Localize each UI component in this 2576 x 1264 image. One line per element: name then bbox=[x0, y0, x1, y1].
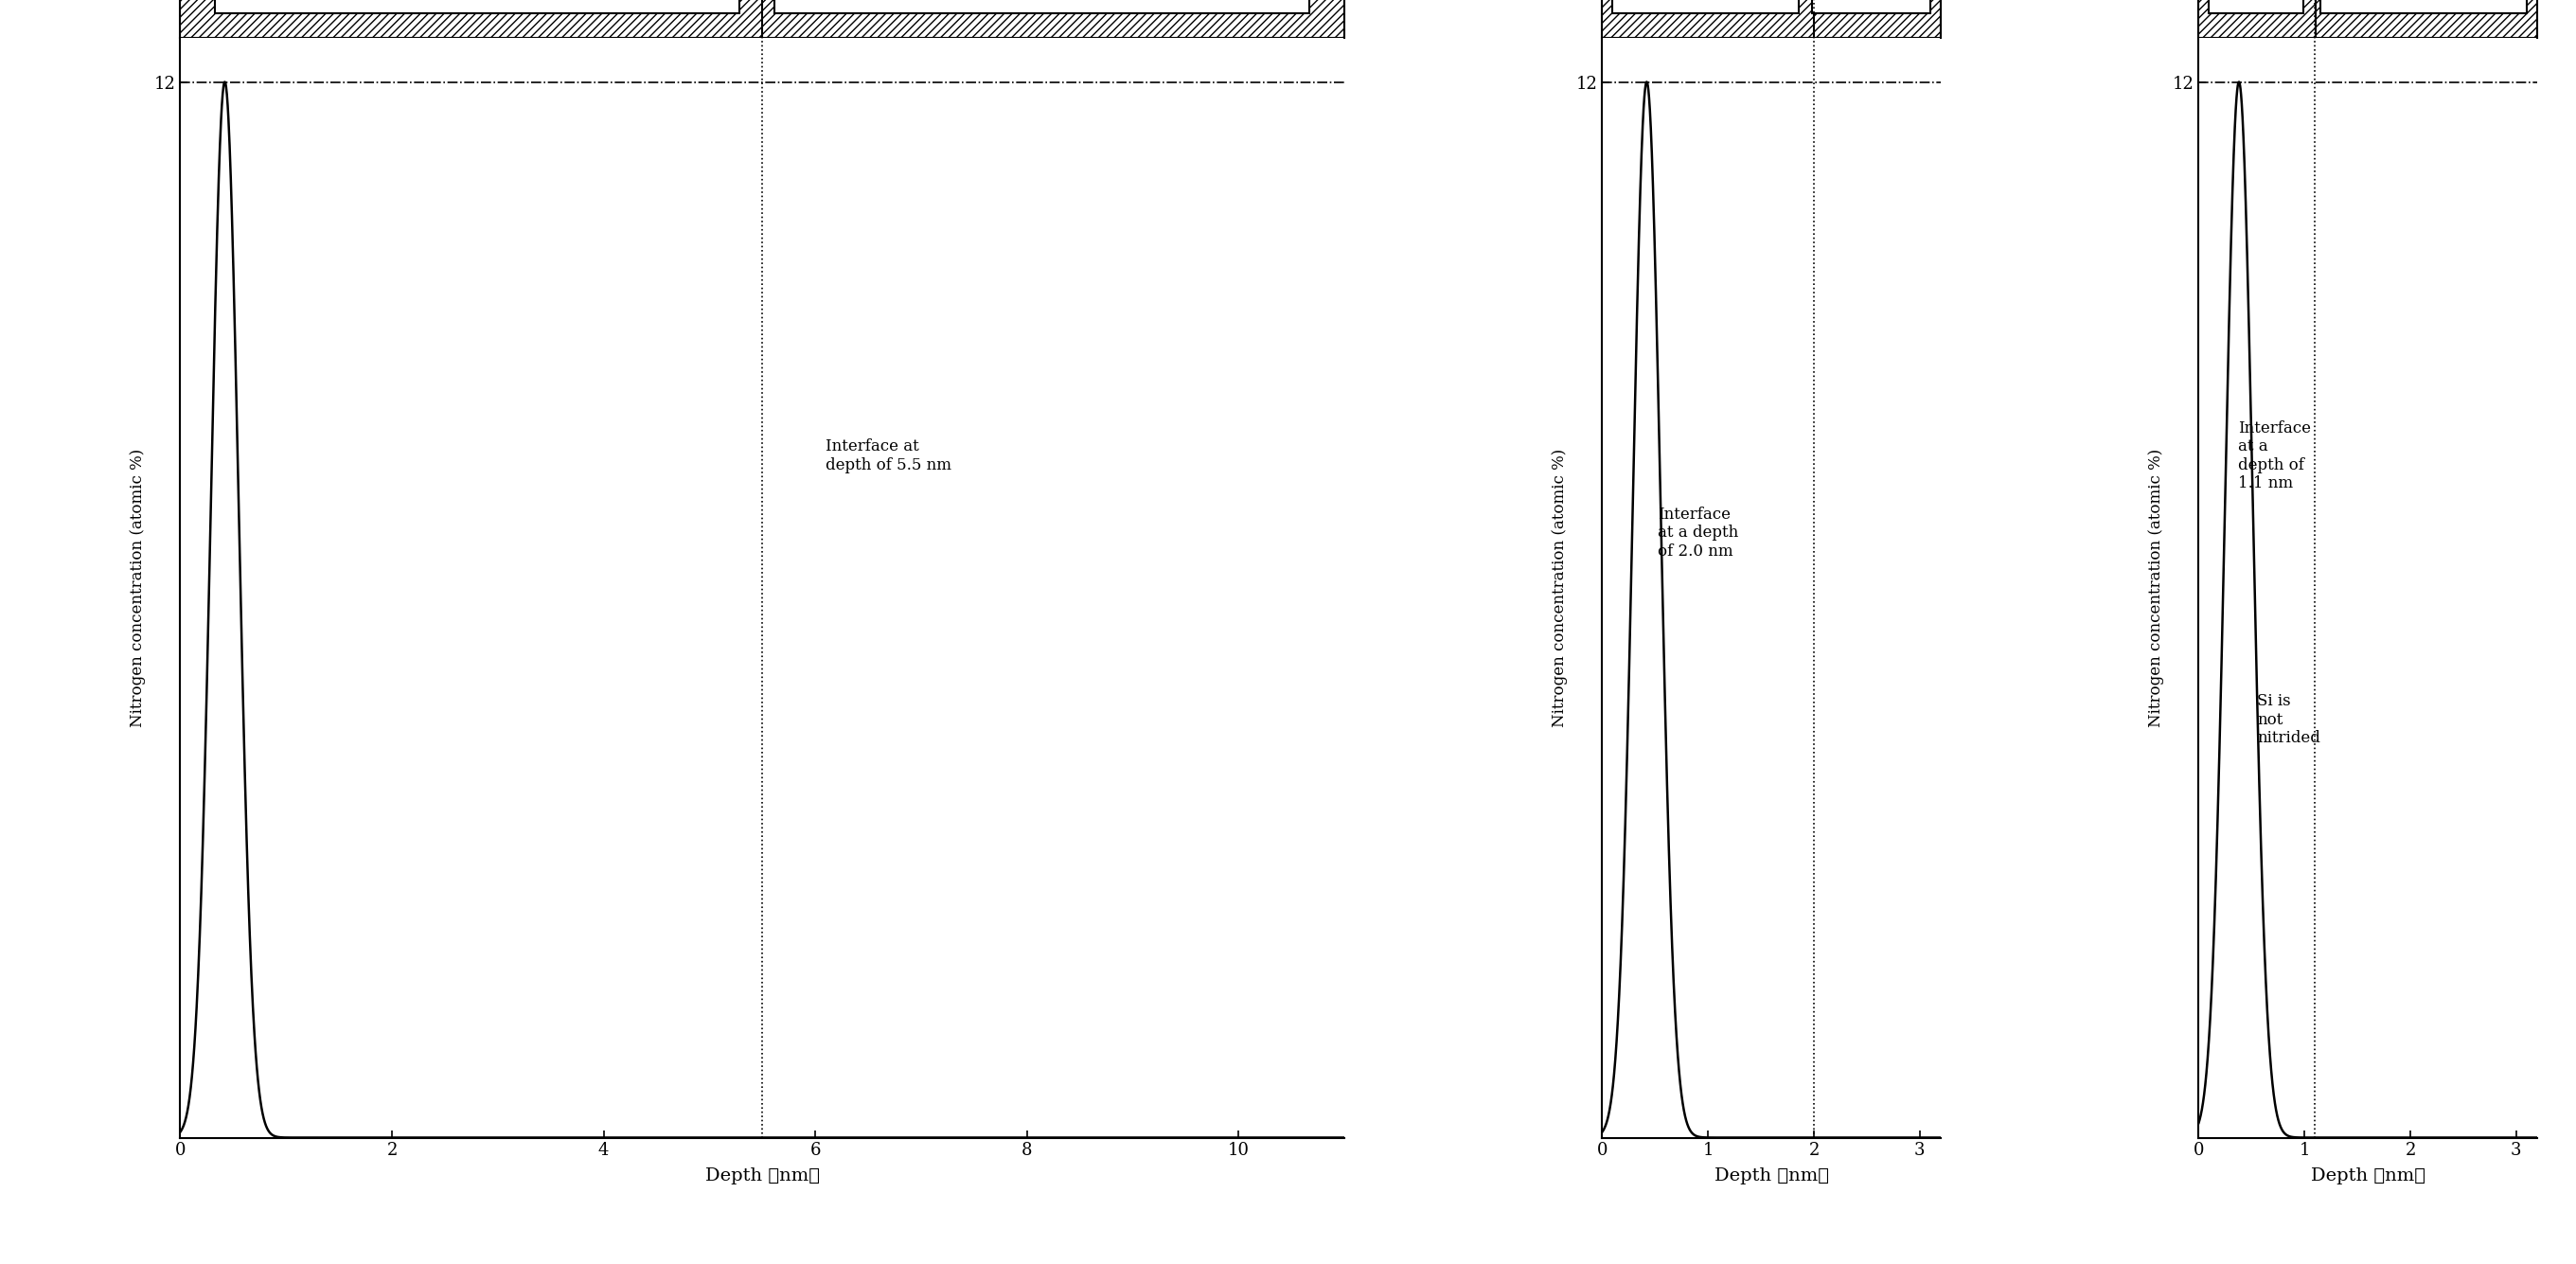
Y-axis label: Nitrogen concentration (atomic %): Nitrogen concentration (atomic %) bbox=[129, 449, 147, 727]
X-axis label: Depth （nm）: Depth （nm） bbox=[706, 1167, 819, 1184]
X-axis label: Depth （nm）: Depth （nm） bbox=[1713, 1167, 1829, 1184]
Y-axis label: Nitrogen concentration (atomic %): Nitrogen concentration (atomic %) bbox=[2148, 449, 2164, 727]
Text: Interface
at a
depth of
1.1 nm: Interface at a depth of 1.1 nm bbox=[2239, 420, 2311, 492]
Y-axis label: Nitrogen concentration (atomic %): Nitrogen concentration (atomic %) bbox=[1551, 449, 1569, 727]
Text: Interface
at a depth
of 2.0 nm: Interface at a depth of 2.0 nm bbox=[1656, 506, 1739, 560]
Text: Si is
not
nitrided: Si is not nitrided bbox=[2257, 693, 2321, 746]
Text: Interface at
depth of 5.5 nm: Interface at depth of 5.5 nm bbox=[827, 439, 951, 473]
X-axis label: Depth （nm）: Depth （nm） bbox=[2311, 1167, 2427, 1184]
